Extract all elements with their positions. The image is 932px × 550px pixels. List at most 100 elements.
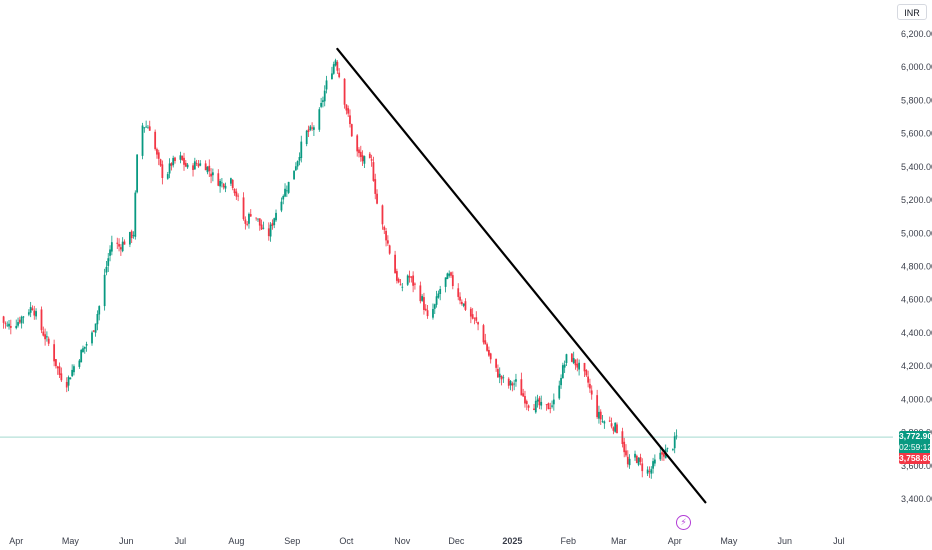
- candle: [136, 154, 139, 194]
- candle: [143, 127, 146, 133]
- candle: [507, 377, 510, 389]
- candle: [179, 151, 182, 164]
- y-tick-label: 3,600.00: [901, 461, 932, 471]
- candle: [46, 331, 48, 342]
- candle: [589, 378, 591, 393]
- candle: [322, 96, 324, 108]
- candle: [220, 177, 223, 188]
- candle: [305, 129, 308, 147]
- candle: [257, 218, 259, 222]
- candle: [625, 444, 627, 458]
- candle: [551, 400, 553, 409]
- candle: [471, 308, 474, 320]
- candle: [570, 353, 573, 363]
- candle: [386, 235, 389, 246]
- candle: [603, 420, 606, 429]
- candle: [610, 417, 613, 429]
- candle: [426, 304, 429, 319]
- candle: [55, 359, 57, 369]
- candle: [110, 235, 113, 256]
- candle: [513, 379, 516, 391]
- candle: [147, 124, 149, 129]
- candle: [60, 367, 63, 383]
- candle: [83, 346, 86, 354]
- candle: [17, 317, 19, 328]
- candle: [646, 466, 649, 477]
- candle: [359, 145, 362, 162]
- candle: [293, 170, 295, 180]
- candle: [372, 156, 375, 182]
- candle: [313, 125, 315, 136]
- candle: [170, 162, 173, 171]
- candle: [650, 466, 653, 479]
- candle: [249, 209, 252, 217]
- candle: [576, 358, 579, 372]
- candle: [15, 319, 18, 330]
- candle: [211, 168, 214, 182]
- candle: [44, 328, 47, 346]
- candle: [497, 364, 499, 379]
- candle: [520, 372, 523, 396]
- candle: [156, 147, 158, 159]
- candle: [9, 319, 12, 335]
- prev-price-badge: 3,758.80: [899, 453, 932, 464]
- candle: [561, 362, 564, 379]
- candle: [338, 68, 341, 79]
- candle: [8, 320, 10, 330]
- candle: [368, 151, 371, 159]
- candle: [484, 333, 487, 345]
- candle: [672, 448, 674, 452]
- candle: [376, 189, 378, 205]
- candle: [145, 120, 148, 128]
- candle: [56, 365, 59, 375]
- candle: [439, 285, 442, 301]
- candle: [394, 250, 396, 274]
- y-tick-label: 5,400.00: [901, 162, 932, 172]
- candle: [639, 453, 642, 466]
- candle: [374, 173, 377, 200]
- candle: [258, 218, 261, 231]
- candle: [300, 135, 303, 163]
- candle: [524, 390, 526, 408]
- candle: [598, 405, 600, 424]
- candle: [574, 359, 577, 370]
- candle: [325, 75, 328, 94]
- candle: [159, 158, 162, 167]
- candle: [242, 192, 245, 221]
- candle: [35, 308, 37, 320]
- candle: [666, 447, 669, 453]
- candle: [350, 123, 353, 137]
- candle: [237, 193, 240, 202]
- y-tick-label: 5,200.00: [901, 195, 932, 205]
- y-tick-label: 5,600.00: [901, 129, 932, 139]
- candle: [172, 155, 175, 168]
- candle: [635, 454, 638, 464]
- candle: [78, 358, 81, 369]
- candle: [118, 238, 120, 252]
- candle: [311, 122, 313, 131]
- currency-label[interactable]: INR: [897, 4, 927, 20]
- candle: [269, 222, 272, 242]
- candle: [596, 389, 599, 419]
- candle: [534, 396, 537, 414]
- candle: [673, 432, 676, 454]
- candle: [47, 336, 50, 347]
- candle: [73, 364, 75, 376]
- x-axis[interactable]: Apr May Jun Jul Aug Sep Oct Nov Dec 2025 Feb Mar Apr…: [9, 536, 844, 546]
- x-tick-label: May: [720, 536, 738, 546]
- candle: [549, 402, 552, 414]
- candle: [397, 277, 400, 284]
- candle: [585, 369, 588, 377]
- y-tick-label: 5,000.00: [901, 228, 932, 238]
- candle: [460, 299, 463, 306]
- trendline[interactable]: [336, 47, 707, 504]
- candle: [121, 237, 124, 253]
- candle: [421, 294, 424, 302]
- flash-icon[interactable]: ⚡︎: [676, 515, 691, 530]
- candle: [260, 219, 263, 230]
- candle: [498, 367, 501, 384]
- candle: [349, 109, 351, 128]
- candle: [134, 190, 137, 240]
- candle: [67, 375, 70, 392]
